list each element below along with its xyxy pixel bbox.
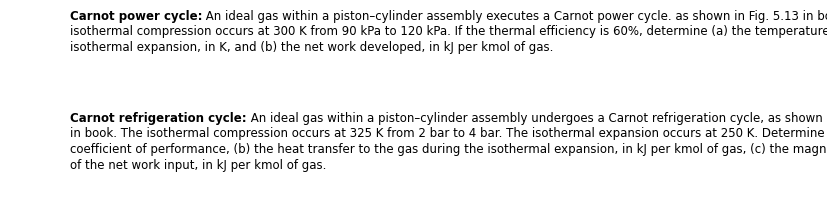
Text: coefficient of performance, (b) the heat transfer to the gas during the isotherm: coefficient of performance, (b) the heat… [70, 143, 827, 156]
Text: in book. The isothermal compression occurs at 325 K from 2 bar to 4 bar. The iso: in book. The isothermal compression occu… [70, 127, 827, 140]
Text: Carnot refrigeration cycle:: Carnot refrigeration cycle: [70, 112, 246, 125]
Text: Carnot power cycle:: Carnot power cycle: [70, 10, 203, 23]
Text: An ideal gas within a piston–cylinder assembly undergoes a Carnot refrigeration : An ideal gas within a piston–cylinder as… [246, 112, 827, 125]
Text: isothermal compression occurs at 300 K from 90 kPa to 120 kPa. If the thermal ef: isothermal compression occurs at 300 K f… [70, 25, 827, 38]
Text: isothermal expansion, in K, and (b) the net work developed, in kJ per kmol of ga: isothermal expansion, in K, and (b) the … [70, 41, 552, 54]
Text: of the net work input, in kJ per kmol of gas.: of the net work input, in kJ per kmol of… [70, 158, 326, 172]
Text: An ideal gas within a piston–cylinder assembly executes a Carnot power cycle. as: An ideal gas within a piston–cylinder as… [203, 10, 827, 23]
